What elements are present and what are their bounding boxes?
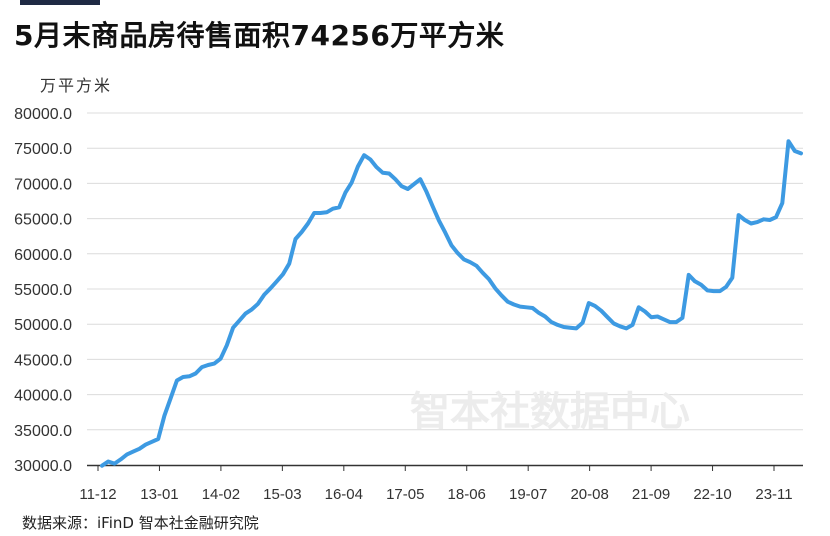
y-tick-label: 55000.0	[14, 282, 72, 299]
title-accent-bar	[20, 0, 100, 5]
x-tick-label: 19-07	[509, 486, 547, 503]
x-tick-label: 15-03	[263, 486, 301, 503]
y-tick-label: 80000.0	[14, 106, 72, 123]
y-axis-unit-label: 万平方米	[40, 76, 113, 95]
x-tick-label: 18-06	[448, 486, 486, 503]
data-source-note: 数据来源：iFinD 智本社金融研究院	[22, 514, 259, 532]
y-axis-ticks: 30000.0 35000.0 40000.0 45000.0 50000.0 55000…	[14, 106, 72, 475]
y-tick-label: 40000.0	[14, 388, 72, 405]
x-tick-label: 23-11	[755, 486, 792, 503]
x-tick-label: 17-05	[386, 486, 424, 503]
y-tick-label: 50000.0	[14, 317, 72, 334]
y-tick-label: 75000.0	[14, 141, 72, 158]
x-tick-label: 13-01	[140, 486, 178, 503]
watermark: 智本社数据中心	[410, 389, 690, 435]
y-tick-label: 65000.0	[14, 212, 72, 229]
x-axis-ticks: 11-12 13-01 14-02 15-03 16-04 17-05 18-06 19-07…	[79, 465, 793, 503]
gridlines	[87, 112, 803, 431]
y-tick-label: 70000.0	[14, 176, 72, 193]
x-tick-label: 20-08	[570, 486, 608, 503]
x-tick-label: 22-10	[693, 486, 731, 503]
y-tick-label: 35000.0	[14, 423, 72, 440]
chart-title: 5月末商品房待售面积74256万平方米	[14, 19, 505, 52]
series-line-unsold-area	[100, 139, 803, 468]
x-tick-label: 21-09	[632, 486, 670, 503]
y-tick-label: 60000.0	[14, 247, 72, 264]
x-tick-label: 16-04	[325, 486, 363, 503]
x-tick-label: 11-12	[79, 486, 116, 503]
y-tick-label: 30000.0	[14, 458, 72, 475]
x-tick-label: 14-02	[202, 486, 240, 503]
y-tick-label: 45000.0	[14, 352, 72, 369]
